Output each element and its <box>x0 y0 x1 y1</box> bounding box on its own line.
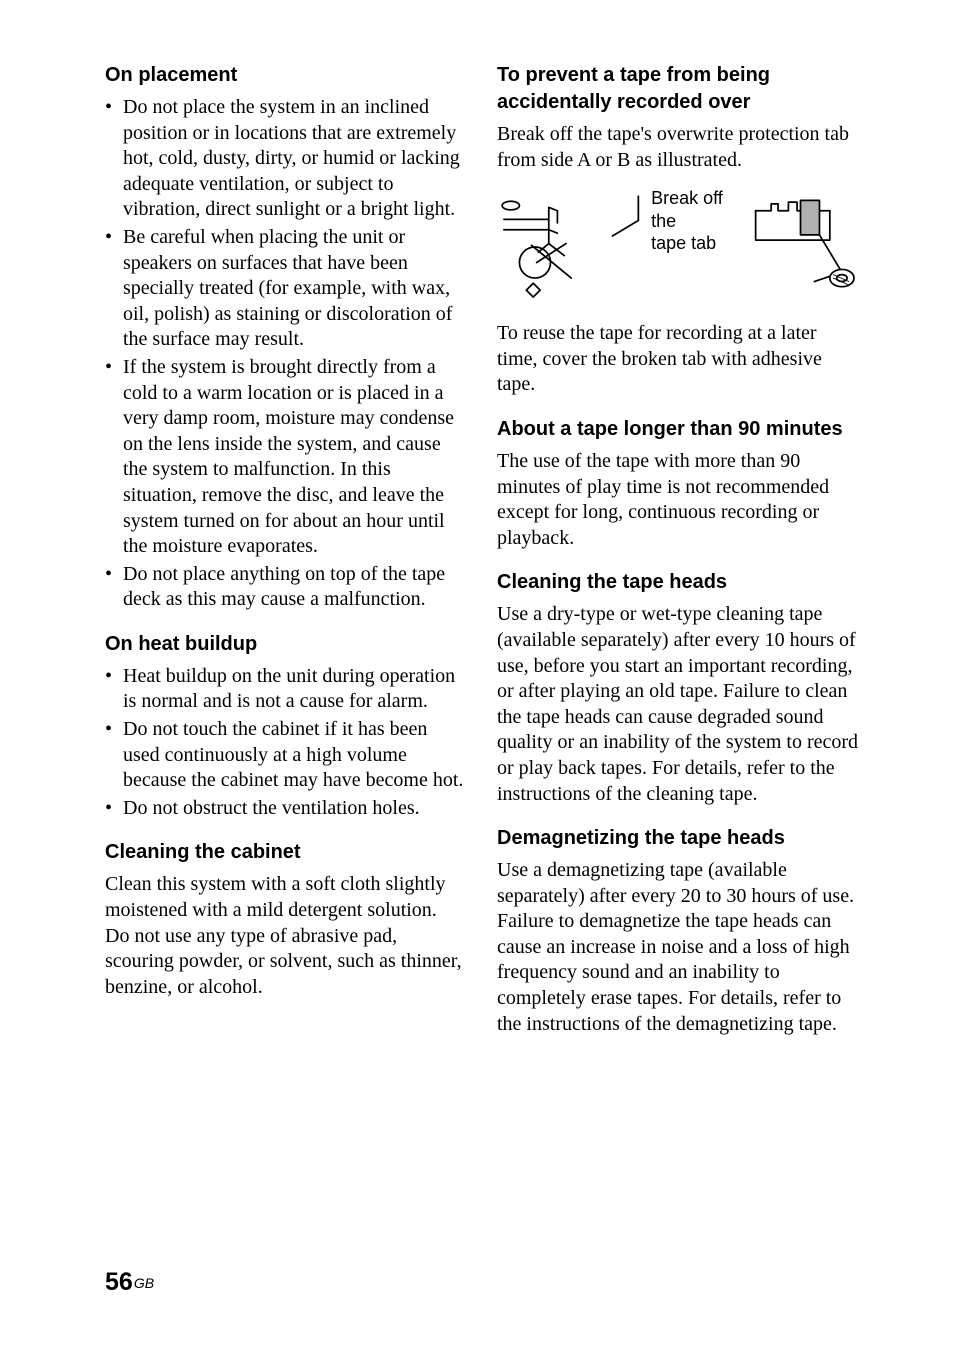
cassette-adhesive-tape-icon <box>747 187 859 307</box>
para-prevent-tape-1: Break off the tape's overwrite protectio… <box>497 122 859 173</box>
tape-tab-caption-line1: Break off the <box>651 187 739 232</box>
bullet-item: If the system is brought directly from a… <box>105 355 467 560</box>
tape-tab-caption: Break off the tape tab <box>651 187 739 255</box>
left-column: On placement Do not place the system in … <box>105 62 467 1055</box>
heading-on-placement: On placement <box>105 62 467 89</box>
page-number-value: 56 <box>105 1268 133 1296</box>
bullet-item: Do not place anything on top of the tape… <box>105 562 467 613</box>
section-tape-90min: About a tape longer than 90 minutes The … <box>497 416 859 551</box>
bullet-item: Do not place the system in an inclined p… <box>105 95 467 223</box>
two-column-layout: On placement Do not place the system in … <box>105 62 859 1055</box>
cassette-break-tab-icon <box>497 187 601 307</box>
heading-demagnetizing: Demagnetizing the tape heads <box>497 825 859 852</box>
bullet-item: Do not touch the cabinet if it has been … <box>105 717 467 794</box>
section-cleaning-tape-heads: Cleaning the tape heads Use a dry-type o… <box>497 569 859 807</box>
bullet-item: Be careful when placing the unit or spea… <box>105 225 467 353</box>
section-cleaning-cabinet: Cleaning the cabinet Clean this system w… <box>105 839 467 1000</box>
heading-tape-90min: About a tape longer than 90 minutes <box>497 416 859 443</box>
right-column: To prevent a tape from being accidentall… <box>497 62 859 1055</box>
tape-tab-diagram-row: Break off the tape tab <box>497 187 859 307</box>
section-on-heat-buildup: On heat buildup Heat buildup on the unit… <box>105 631 467 822</box>
heading-cleaning-tape-heads: Cleaning the tape heads <box>497 569 859 596</box>
leader-line-icon <box>609 187 644 247</box>
page: On placement Do not place the system in … <box>0 0 954 1357</box>
heading-cleaning-cabinet: Cleaning the cabinet <box>105 839 467 866</box>
bullets-on-placement: Do not place the system in an inclined p… <box>105 95 467 613</box>
para-demagnetizing: Use a demagnetizing tape (available sepa… <box>497 858 859 1037</box>
para-cleaning-tape-heads: Use a dry-type or wet-type cleaning tape… <box>497 602 859 807</box>
para-prevent-tape-2: To reuse the tape for recording at a lat… <box>497 321 859 398</box>
heading-prevent-tape: To prevent a tape from being accidentall… <box>497 62 859 116</box>
section-demagnetizing: Demagnetizing the tape heads Use a demag… <box>497 825 859 1037</box>
para-cleaning-cabinet: Clean this system with a soft cloth slig… <box>105 872 467 1000</box>
para-tape-90min: The use of the tape with more than 90 mi… <box>497 449 859 551</box>
bullet-item: Heat buildup on the unit during operatio… <box>105 664 467 715</box>
page-number-suffix: GB <box>134 1275 154 1291</box>
bullet-item: Do not obstruct the ventilation holes. <box>105 796 467 822</box>
page-number: 56GB <box>105 1268 154 1297</box>
heading-on-heat-buildup: On heat buildup <box>105 631 467 658</box>
bullets-on-heat-buildup: Heat buildup on the unit during operatio… <box>105 664 467 822</box>
tape-tab-diagram: Break off the tape tab <box>497 187 859 307</box>
section-prevent-tape: To prevent a tape from being accidentall… <box>497 62 859 398</box>
tape-tab-caption-line2: tape tab <box>651 232 739 255</box>
section-on-placement: On placement Do not place the system in … <box>105 62 467 613</box>
